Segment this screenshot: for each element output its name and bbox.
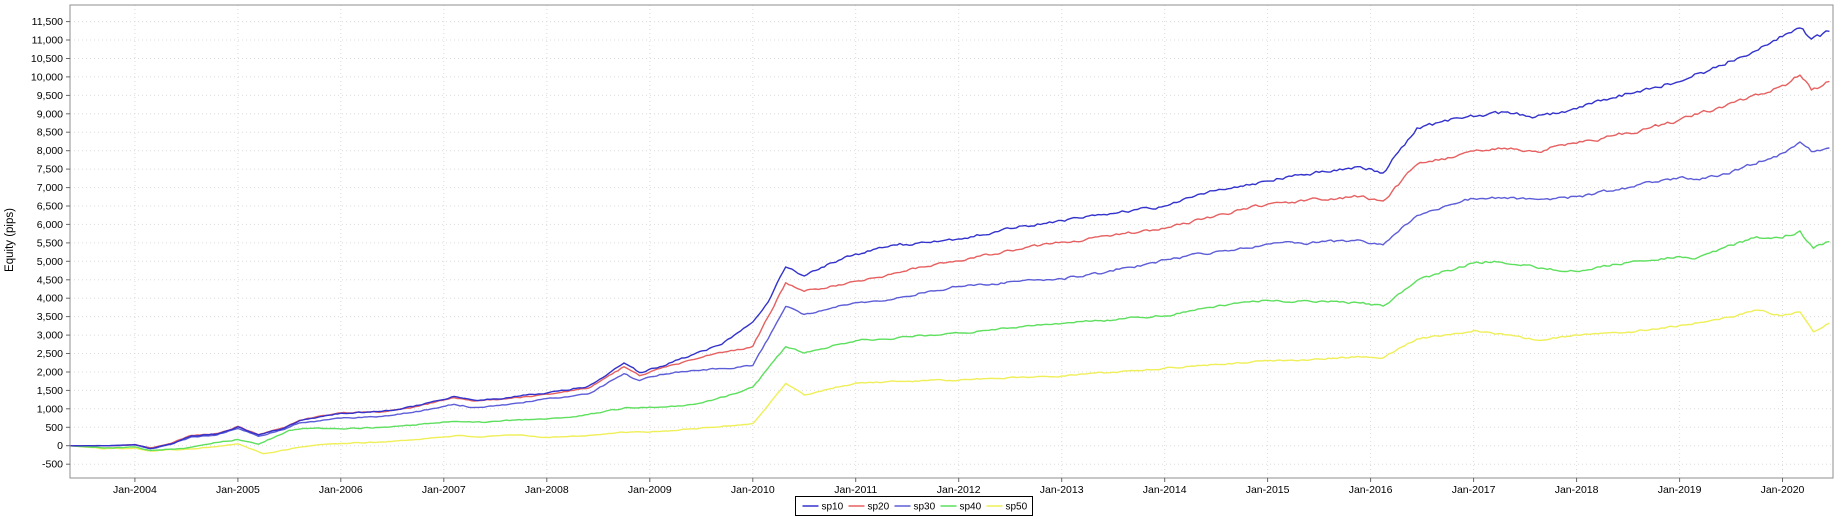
y-tick-label: 3,500	[37, 311, 63, 323]
x-tick-label: Jan-2009	[628, 484, 672, 496]
legend-label: sp50	[1006, 502, 1028, 513]
legend: sp10 sp20 sp30 sp40 sp50	[795, 496, 1033, 516]
y-tick-label: 11,500	[32, 16, 63, 28]
series-lines	[69, 27, 1830, 455]
y-tick-label: 500	[45, 422, 63, 434]
y-tick-label: 9,000	[37, 108, 63, 120]
x-tick-label: Jan-2015	[1246, 484, 1290, 496]
axes: -500 0 500 1,000 1,500 2,000 2,500 3,000 3,500 4,…	[31, 4, 1834, 496]
x-tick-label: Jan-2019	[1658, 484, 1702, 496]
legend-box	[795, 496, 1033, 516]
legend-label: sp40	[960, 502, 982, 513]
x-tick-label: Jan-2017	[1452, 484, 1496, 496]
y-tick-label: 7,500	[37, 164, 63, 176]
y-tick-label: 8,000	[37, 145, 63, 157]
y-tick-label: 7,000	[37, 182, 63, 194]
x-tick-label: Jan-2013	[1040, 484, 1084, 496]
y-tick-label: 5,000	[37, 256, 63, 268]
y-axis-title: Equity (pips)	[4, 208, 16, 272]
series-line-sp50	[69, 309, 1830, 455]
x-tick-label: Jan-2011	[834, 484, 877, 496]
x-tick-label: Jan-2014	[1143, 484, 1187, 496]
x-tick-label: Jan-2007	[422, 484, 466, 496]
x-tick-label: Jan-2008	[525, 484, 569, 496]
x-tick-label: Jan-2012	[937, 484, 981, 496]
legend-item: sp20	[848, 502, 890, 513]
series-line-sp10	[69, 27, 1830, 450]
x-tick-label: Jan-2010	[731, 484, 775, 496]
x-tick-label: Jan-2006	[319, 484, 363, 496]
x-tick-label: Jan-2018	[1555, 484, 1599, 496]
y-tick-label: 10,000	[31, 71, 63, 83]
y-tick-label: -500	[42, 459, 63, 471]
y-tick-label: 8,500	[37, 127, 63, 139]
x-tick-label: Jan-2005	[216, 484, 260, 496]
y-tick-label: 2,500	[37, 348, 63, 360]
y-tick-label: 4,500	[37, 274, 63, 286]
grid-lines	[70, 5, 1833, 478]
x-tick-label: Jan-2020	[1761, 484, 1805, 496]
y-tick-label: 6,500	[37, 201, 63, 213]
y-tick-label: 11,000	[32, 35, 63, 47]
legend-label: sp30	[914, 502, 936, 513]
y-tick-label: 0	[57, 440, 63, 452]
y-tick-label: 1,500	[37, 385, 63, 397]
x-tick-label: Jan-2004	[113, 484, 157, 496]
x-tick-label: Jan-2016	[1349, 484, 1393, 496]
y-tick-label: 10,500	[31, 53, 63, 65]
y-tick-label: 3,000	[37, 330, 63, 342]
y-tick-label: 4,000	[37, 293, 63, 305]
series-line-sp30	[69, 141, 1830, 450]
series-line-sp40	[69, 230, 1830, 452]
y-tick-label: 9,500	[37, 90, 63, 102]
y-tick-label: 2,000	[37, 367, 63, 379]
series-line-sp20	[69, 74, 1830, 449]
legend-item: sp40	[940, 502, 982, 513]
legend-item: sp50	[986, 502, 1028, 513]
y-tick-label: 6,000	[37, 219, 63, 231]
y-tick-label: 5,500	[37, 237, 63, 249]
legend-item: sp10	[802, 502, 844, 513]
legend-label: sp10	[822, 502, 844, 513]
y-tick-label: 1,000	[37, 403, 63, 415]
legend-label: sp20	[868, 502, 890, 513]
legend-item: sp30	[894, 502, 936, 513]
plot-border	[69, 4, 1834, 479]
